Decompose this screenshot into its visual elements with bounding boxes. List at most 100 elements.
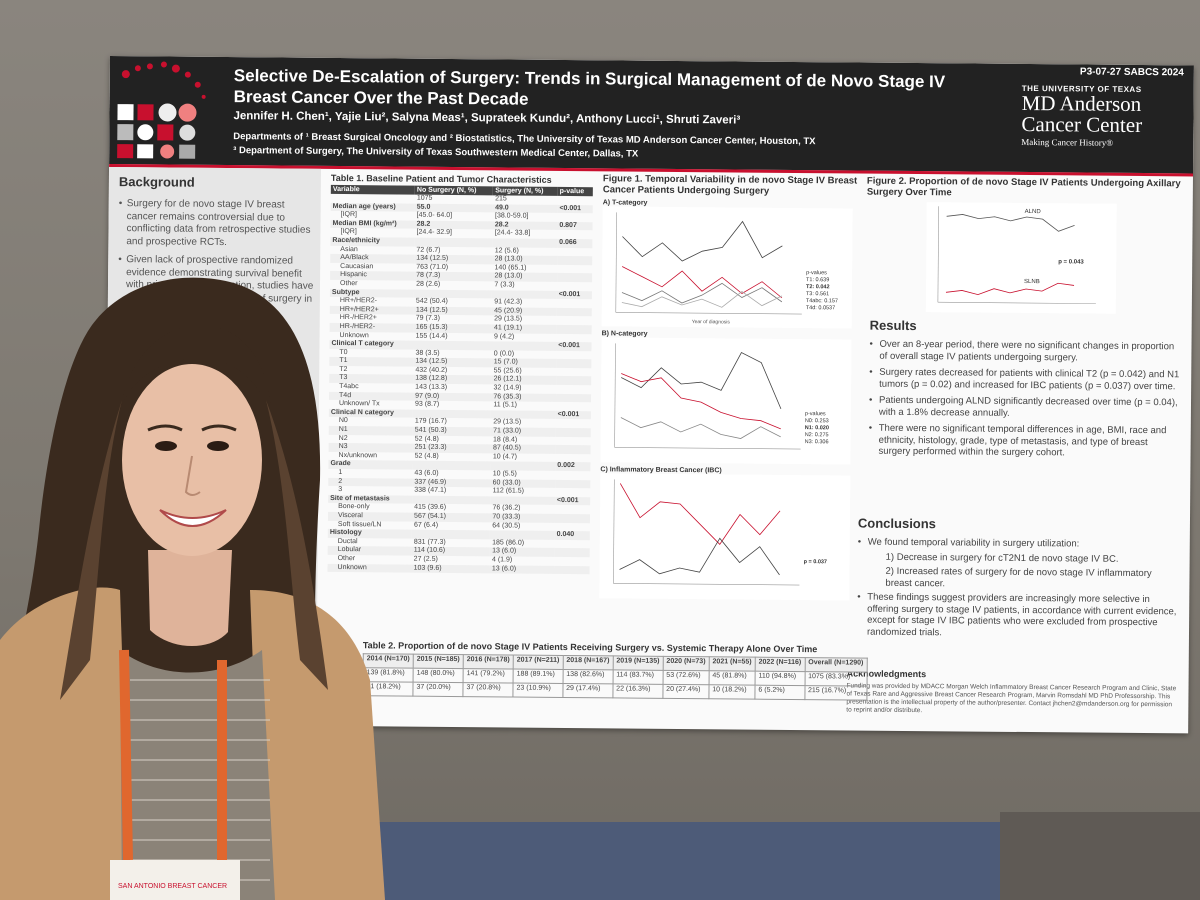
table-1-cell: 87 (40.5) xyxy=(490,444,556,454)
slnb-label: SLNB xyxy=(1024,279,1040,285)
table-1-cell: 13 (6.0) xyxy=(489,564,555,575)
table-1-cell: 134 (12.5) xyxy=(414,254,493,265)
figure-2: Figure 2. Proportion of de novo Stage IV… xyxy=(866,176,1185,315)
table-2-title: Table 2. Proportion of de novo Stage IV … xyxy=(362,640,818,655)
table-1-cell: 15 (7.0) xyxy=(491,358,557,368)
table-2-cell: 37 (20.8%) xyxy=(462,682,514,698)
table-1-cell xyxy=(556,402,591,411)
table-2-cell: 29 (17.4%) xyxy=(562,683,613,698)
table-1-cell xyxy=(557,213,592,222)
ibc-pvalue: p = 0.037 xyxy=(804,559,827,565)
pvalue-label: T4abc: 0.157 xyxy=(806,298,838,304)
table-2-row-surgery: 31 (18.2%) 37 (20.0%) 37 (20.8%) 23 (10.9%)… xyxy=(362,681,867,701)
n-category-pvalues: p-values N0: 0.253 N1: 0.020 N2: 0.275 N… xyxy=(805,411,829,445)
x-axis-label: Year of diagnosis xyxy=(692,319,731,325)
table-2-cell: 45 (81.8%) xyxy=(708,670,756,686)
surgery-by-year-table: 2014 (N=170) 2015 (N=185) 2016 (N=178) 2017… xyxy=(362,653,867,701)
table-1-cell xyxy=(555,437,590,446)
table-2-cell: 2021 (N=55) xyxy=(708,656,756,672)
table-1-cell xyxy=(555,479,591,489)
name-badge xyxy=(110,860,240,900)
neck xyxy=(148,550,232,647)
table-1-cell: 7 (3.3) xyxy=(494,281,515,289)
table-1-cell: 0.040 xyxy=(554,531,590,540)
alnd-label: ALND xyxy=(1025,209,1042,215)
table-1-cell: 28 (2.6) xyxy=(416,280,441,288)
table-1-cell xyxy=(557,265,592,274)
table-1-cell xyxy=(556,385,591,394)
poster-authors: Jennifer H. Chen¹, Yajie Liu², Salyna Me… xyxy=(233,110,741,127)
table-1-cell xyxy=(556,419,591,428)
pvalue-label: T2: 0.042 xyxy=(806,284,830,290)
table-2-cell: 148 (80.0%) xyxy=(413,668,464,683)
table-1-cell: 10 (4.7) xyxy=(492,453,518,461)
ibc-series-line xyxy=(619,483,781,545)
table-2-cell: 6 (5.2%) xyxy=(754,685,805,700)
table-1-cell: 0.066 xyxy=(557,238,593,248)
table-2-cell: 188 (89.1%) xyxy=(513,669,563,684)
slnb-series-line xyxy=(945,282,1075,296)
table-1-cell: 338 (47.1) xyxy=(414,486,447,495)
table-1-cell: 9 (4.2) xyxy=(493,332,515,341)
table-2-cell: 2020 (N=73) xyxy=(662,656,710,671)
pvalue-label: N2: 0.275 xyxy=(805,432,829,438)
table-2-cell: 138 (82.6%) xyxy=(562,669,613,684)
table-1-cell: 11 (5.1) xyxy=(493,401,517,409)
table-1-cell: Race/ethnicity xyxy=(330,236,415,247)
table-2-cell: 114 (83.7%) xyxy=(612,669,663,685)
n2-series-line xyxy=(620,417,781,439)
pvalue-label: N3: 0.306 xyxy=(805,439,829,445)
table-2-cell: 2022 (N=116) xyxy=(755,657,805,672)
conclusions-subitem: 2) Increased rates of surgery for de nov… xyxy=(885,565,1152,589)
results-bullet: There were no significant temporal diffe… xyxy=(869,423,1181,460)
conclusions-bullet: We found temporal variability in surgery… xyxy=(858,537,1180,551)
table-1-cell xyxy=(557,299,592,308)
background-heading: Background xyxy=(118,174,195,190)
table-1-cell xyxy=(555,540,590,549)
table-1-cell xyxy=(556,324,592,334)
sabcs-logo-icon xyxy=(111,58,224,163)
table-2-cell: 53 (72.6%) xyxy=(662,670,709,685)
table-1-cell xyxy=(555,505,590,514)
table-1-cell xyxy=(557,282,592,291)
table-1-cell xyxy=(556,273,593,283)
right-eye xyxy=(207,441,229,451)
table-1-cell xyxy=(555,376,592,386)
table-1-cell xyxy=(556,368,591,377)
table-1-cell: 567 (54.1) xyxy=(412,512,491,522)
table-1-cell: 52 (4.8) xyxy=(414,452,439,460)
results-heading: Results xyxy=(869,317,917,334)
hair-right-strand xyxy=(266,400,328,690)
cardigan-right xyxy=(250,590,385,900)
table-2-cell: 37 (20.0%) xyxy=(412,682,464,697)
md-anderson-logo: THE UNIVERSITY OF TEXAS MD Anderson Canc… xyxy=(1021,84,1172,148)
pvalue-label: T1: 0.639 xyxy=(806,277,829,283)
carpet-floor xyxy=(370,822,1010,900)
table-1-cell: [38.0-59.0] xyxy=(494,212,529,220)
logo-center: Cancer Center xyxy=(1021,111,1143,138)
table-1-cell: 91 (42.3) xyxy=(494,298,523,306)
pvalue-label: N0: 0.253 xyxy=(805,418,829,424)
badge-text: SAN ANTONIO BREAST CANCER xyxy=(118,883,227,890)
table-2-cell: Overall (N=1290) xyxy=(804,657,867,673)
table-1-title: Table 1. Baseline Patient and Tumor Char… xyxy=(330,172,552,185)
ibc-plot: p = 0.037 xyxy=(599,473,851,601)
pvalue-label: N1: 0.020 xyxy=(805,425,829,431)
table-1-cell: 93 (8.7) xyxy=(415,400,440,409)
t-category-plot: p-values T1: 0.639 T2: 0.042 T3: 0.561 T… xyxy=(601,206,853,329)
table-1-cell: 103 (9.6) xyxy=(411,564,490,574)
table-2-cell: 2015 (N=185) xyxy=(413,654,464,669)
table-1-cell: <0.001 xyxy=(555,410,591,420)
table-2-cell: 20 (27.4%) xyxy=(662,684,709,699)
n-category-plot: p-values N0: 0.253 N1: 0.020 N2: 0.275 N… xyxy=(600,337,852,465)
table-2-cell: 2018 (N=167) xyxy=(562,655,613,670)
table-1-cell: 41 (19.1) xyxy=(491,324,557,334)
table-1-cell: 112 (61.5) xyxy=(492,487,525,495)
conclusions-subitem: 1) Decrease in surgery for cT2N1 de novo… xyxy=(885,551,1119,565)
table-1-cell xyxy=(555,488,590,497)
poster-title: Selective De-Escalation of Surgery: Tren… xyxy=(233,66,946,109)
alnd-series-line xyxy=(946,214,1075,232)
table-1-cell xyxy=(556,351,591,360)
hair-front xyxy=(120,325,272,420)
table-1-cell: 541 (50.3) xyxy=(412,426,492,436)
